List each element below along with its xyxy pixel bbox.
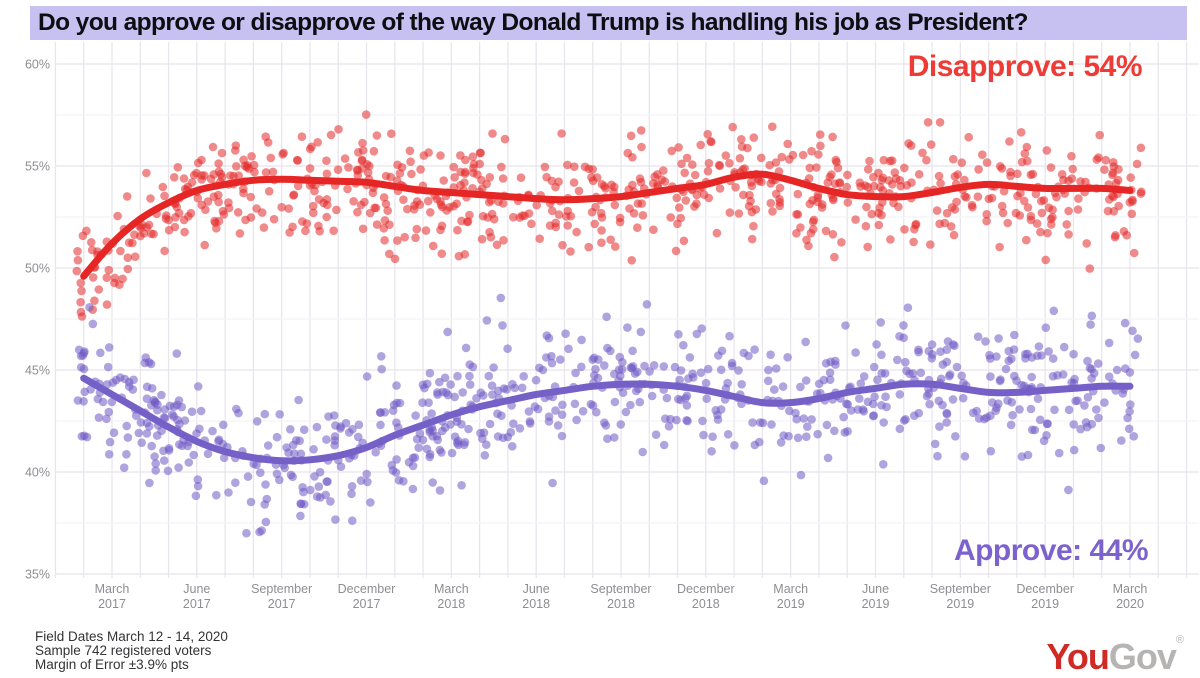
x-tick-year: 2018 <box>607 597 635 611</box>
field-dates-note: Field Dates March 12 - 14, 2020 <box>35 629 228 644</box>
x-tick-month: December <box>338 582 396 596</box>
margin-of-error-note: Margin of Error ±3.9% pts <box>35 657 189 672</box>
x-tick-year: 2019 <box>777 597 805 611</box>
x-tick-year: 2018 <box>437 597 465 611</box>
x-axis-labels: March2017June2017September2017December20… <box>95 582 1148 611</box>
approve-annotation: Approve: 44% <box>953 534 1149 567</box>
x-tick-month: September <box>930 582 991 596</box>
grid-horizontal-minor-lines <box>56 114 1199 524</box>
chart-title-bar: Do you approve or disapprove of the way … <box>30 6 1187 40</box>
x-tick-month: March <box>1113 582 1148 596</box>
x-tick-month: June <box>523 582 550 596</box>
x-tick-year: 2019 <box>946 597 974 611</box>
x-tick-year: 2020 <box>1116 597 1144 611</box>
x-tick-month: March <box>773 582 808 596</box>
y-axis-labels: 35% 40% 45% 50% 55% 60% <box>25 58 50 582</box>
x-tick-month: December <box>1016 582 1074 596</box>
approve-trend-line <box>80 374 1134 465</box>
y-tick-label: 45% <box>25 364 50 378</box>
y-tick-label: 50% <box>25 262 50 276</box>
x-tick-month: June <box>862 582 889 596</box>
x-tick-month: December <box>677 582 735 596</box>
logo-you: You <box>1046 636 1110 677</box>
x-tick-year: 2017 <box>183 597 211 611</box>
x-tick-month: March <box>434 582 469 596</box>
x-tick-year: 2018 <box>522 597 550 611</box>
x-tick-year: 2017 <box>268 597 296 611</box>
grid-vertical-lines <box>54 42 1188 578</box>
approve-scatter-points <box>73 293 1143 538</box>
disapprove-annotation: Disapprove: 54% <box>907 50 1143 83</box>
x-tick-year: 2019 <box>862 597 890 611</box>
x-tick-year: 2017 <box>353 597 381 611</box>
y-tick-label: 35% <box>25 568 50 582</box>
x-tick-year: 2019 <box>1031 597 1059 611</box>
disapprove-scatter-points <box>72 110 1146 321</box>
y-tick-label: 55% <box>25 160 50 174</box>
x-tick-month: September <box>251 582 312 596</box>
x-tick-month: June <box>183 582 210 596</box>
grid-horizontal-major-lines <box>56 63 1199 575</box>
yougov-logo: YouGov® <box>1047 634 1184 678</box>
x-tick-month: March <box>95 582 130 596</box>
y-tick-label: 40% <box>25 466 50 480</box>
x-tick-year: 2017 <box>98 597 126 611</box>
y-tick-label: 60% <box>25 58 50 72</box>
sample-note: Sample 742 registered voters <box>35 643 212 658</box>
logo-gov: Gov <box>1108 636 1177 677</box>
registered-trademark-icon: ® <box>1175 634 1184 646</box>
footnotes: Field Dates March 12 - 14, 2020 Sample 7… <box>35 630 228 672</box>
x-tick-month: September <box>590 582 651 596</box>
x-tick-year: 2018 <box>692 597 720 611</box>
disapprove-trend-line <box>80 170 1134 280</box>
chart-title: Do you approve or disapprove of the way … <box>38 9 1028 36</box>
